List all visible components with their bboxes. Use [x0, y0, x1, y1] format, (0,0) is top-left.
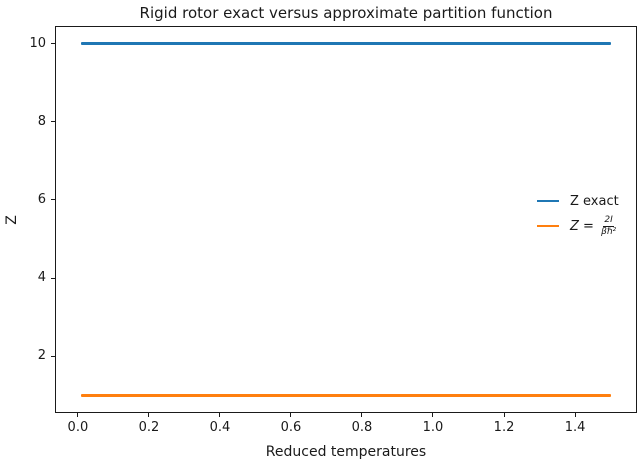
x-tick-label: 1.2 — [493, 420, 515, 435]
y-tick-mark — [51, 121, 55, 123]
y-tick-label: 8 — [37, 113, 46, 129]
y-tick-label: 4 — [37, 270, 46, 286]
y-tick-mark — [51, 199, 55, 201]
series-line-z-exact — [81, 42, 611, 45]
legend-fraction-denominator: βℏ² — [601, 226, 617, 237]
y-tick-mark — [51, 277, 55, 279]
x-tick-mark — [219, 413, 221, 417]
legend-fraction-numerator: 2I — [603, 214, 614, 227]
x-tick-label: 0.8 — [351, 420, 373, 435]
legend-item-z-approx: Z = 2I βℏ² — [537, 215, 619, 237]
x-tick-mark — [290, 413, 292, 417]
x-tick-label: 1.4 — [564, 420, 586, 435]
series-line-z-approx — [81, 394, 611, 397]
x-tick-mark — [148, 413, 150, 417]
legend-label-prefix: Z = — [570, 218, 599, 234]
x-tick-label: 1.0 — [422, 420, 444, 435]
x-axis-label: Reduced temperatures — [265, 444, 427, 460]
legend: Z exact Z = 2I βℏ² — [537, 190, 619, 237]
x-tick-mark — [503, 413, 505, 417]
x-tick-mark — [361, 413, 363, 417]
y-tick-mark — [51, 355, 55, 357]
y-tick-label: 2 — [37, 348, 46, 364]
chart-title: Rigid rotor exact versus approximate par… — [139, 4, 553, 22]
y-tick-label: 6 — [37, 191, 46, 207]
x-tick-mark — [77, 413, 79, 417]
legend-item-z-exact: Z exact — [537, 190, 619, 212]
legend-label-z-approx: Z = 2I βℏ² — [570, 215, 617, 238]
y-axis-label: Z — [4, 215, 20, 225]
legend-fraction: 2I βℏ² — [600, 215, 617, 238]
plot-area — [55, 26, 637, 413]
x-tick-label: 0.2 — [138, 420, 160, 435]
x-tick-label: 0.4 — [209, 420, 231, 435]
legend-line-swatch-blue — [537, 199, 559, 203]
x-tick-label: 0.6 — [280, 420, 302, 435]
x-tick-label: 0.0 — [67, 420, 89, 435]
legend-line-swatch-orange — [537, 224, 559, 228]
x-tick-mark — [432, 413, 434, 417]
y-tick-mark — [51, 43, 55, 45]
legend-label-z-exact: Z exact — [570, 193, 619, 209]
y-tick-label: 10 — [29, 35, 46, 51]
x-tick-mark — [574, 413, 576, 417]
